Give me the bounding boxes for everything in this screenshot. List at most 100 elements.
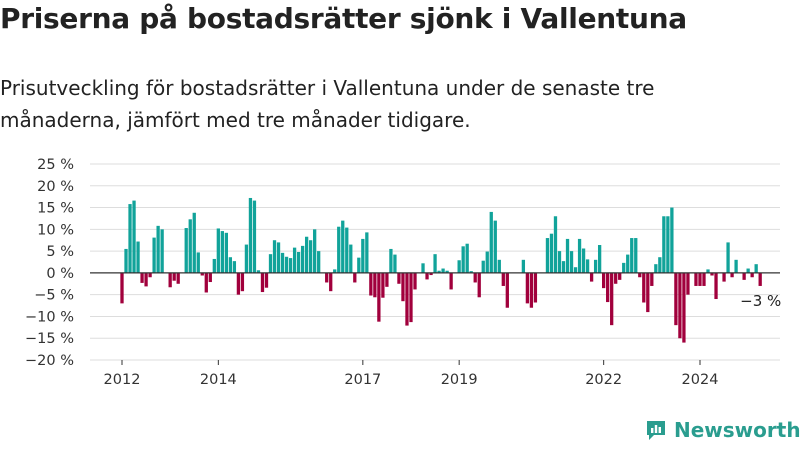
- bar: [136, 241, 140, 273]
- bar: [160, 229, 164, 273]
- newsworthy-logo-icon: [647, 421, 665, 440]
- bar: [272, 240, 277, 273]
- bar: [694, 272, 698, 286]
- bar: [626, 254, 630, 273]
- bar: [726, 242, 730, 273]
- x-tick-label: 2017: [344, 372, 381, 388]
- bar: [216, 228, 220, 273]
- bar: [120, 272, 124, 304]
- bar: [614, 272, 618, 284]
- bar: [461, 246, 465, 273]
- bar: [433, 254, 437, 273]
- bar: [469, 271, 473, 273]
- bar: [642, 272, 646, 303]
- bar: [549, 233, 554, 273]
- bar: [140, 272, 144, 283]
- bar: [212, 258, 216, 273]
- bar: [300, 245, 305, 273]
- bar: [670, 207, 674, 273]
- y-tick-label: −15 %: [25, 331, 74, 347]
- bar: [196, 252, 200, 273]
- bar: [666, 216, 670, 273]
- bar: [565, 238, 570, 273]
- bar: [337, 226, 341, 273]
- bar: [425, 272, 429, 280]
- bar: [606, 272, 610, 303]
- bar: [581, 248, 586, 273]
- y-tick-label: 20 %: [37, 179, 74, 195]
- bar: [449, 272, 453, 290]
- bar: [308, 240, 313, 273]
- x-tick-label: 2014: [200, 372, 237, 388]
- bar: [132, 200, 136, 273]
- bar: [638, 272, 642, 278]
- bar: [345, 227, 349, 273]
- bar: [365, 232, 369, 273]
- bar: [597, 245, 602, 273]
- bar: [505, 272, 509, 308]
- bar: [702, 272, 706, 286]
- bar: [602, 272, 606, 289]
- bar: [493, 220, 497, 273]
- bar: [236, 272, 241, 295]
- chart-title: Priserna på bostadsrätter sjönk i Vallen…: [0, 2, 687, 35]
- bar: [313, 229, 317, 273]
- bar: [369, 272, 373, 296]
- bar: [240, 272, 245, 292]
- bar: [144, 272, 148, 287]
- bar: [252, 200, 257, 273]
- bar: [730, 272, 734, 278]
- bar: [224, 232, 229, 273]
- y-tick-label: 25 %: [37, 157, 74, 173]
- brand-logo: Newsworthy: [644, 418, 800, 442]
- bar: [409, 272, 413, 323]
- chart-subtitle: Prisutveckling för bostadsrätter i Valle…: [0, 76, 655, 132]
- bar: [284, 256, 289, 273]
- bar: [650, 272, 654, 286]
- bar: [296, 251, 301, 273]
- bar: [686, 272, 690, 295]
- bar: [746, 268, 750, 273]
- bar: [525, 272, 530, 304]
- bar: [124, 248, 128, 273]
- bar: [561, 261, 566, 273]
- x-tick-label: 2022: [585, 372, 622, 388]
- bar: [200, 272, 204, 276]
- bar: [248, 197, 253, 273]
- bar: [758, 272, 762, 286]
- bar: [742, 272, 746, 280]
- bar: [381, 272, 385, 298]
- bar: [521, 259, 526, 273]
- bar: [188, 219, 192, 273]
- bar: [481, 260, 485, 273]
- bar: [674, 272, 678, 326]
- bar: [208, 272, 212, 283]
- bar: [465, 243, 469, 273]
- bar: [662, 216, 666, 273]
- y-tick-label: 10 %: [37, 222, 74, 238]
- bar: [317, 251, 321, 273]
- bar: [393, 254, 397, 273]
- y-tick-label: 15 %: [37, 201, 74, 217]
- bar: [232, 261, 237, 273]
- y-tick-label: 0 %: [46, 266, 74, 282]
- bar: [658, 257, 662, 273]
- x-tick-label: 2012: [104, 372, 141, 388]
- bar: [256, 270, 261, 273]
- bar: [557, 251, 562, 273]
- bar: [533, 272, 538, 303]
- bar: [260, 272, 265, 293]
- bar: [156, 225, 160, 273]
- bar: [329, 272, 333, 292]
- bar: [618, 272, 622, 280]
- bar: [553, 216, 558, 273]
- bar: [589, 272, 594, 282]
- y-axis-ticks: 25 % 20 % 15 % 10 % 5 % 0 % −5 % −10 % −15 % −20 …: [25, 157, 74, 369]
- bar: [750, 272, 754, 278]
- bar: [304, 236, 309, 273]
- bar: [401, 272, 405, 302]
- bar: [325, 272, 329, 283]
- bar: [722, 272, 726, 282]
- bar: [288, 258, 293, 273]
- bar: [168, 272, 172, 288]
